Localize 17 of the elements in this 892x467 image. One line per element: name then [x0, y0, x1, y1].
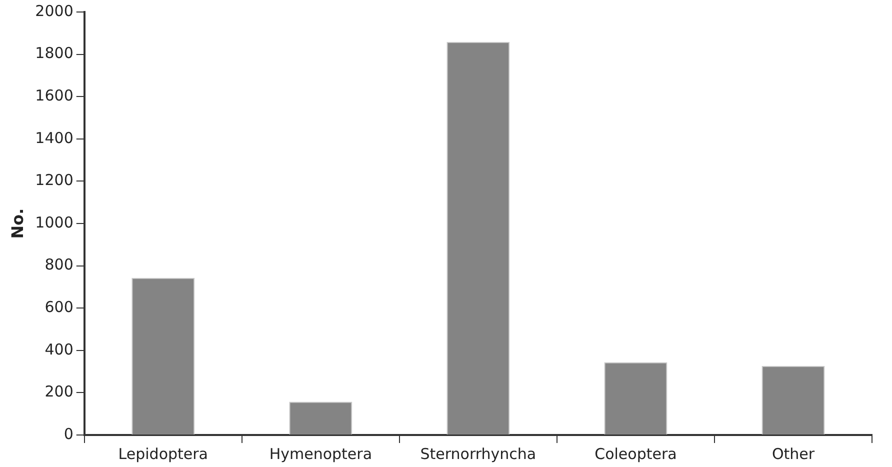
x-tick-label: Sternorrhyncha: [420, 444, 536, 463]
y-tick-label: 200: [44, 382, 74, 401]
y-tick-label: 1000: [35, 213, 74, 232]
x-tick-label: Coleoptera: [594, 444, 677, 463]
y-tick-label: 1400: [35, 128, 74, 147]
y-tick-label: 1800: [35, 44, 74, 62]
y-tick-label: 800: [44, 256, 74, 274]
x-tick-label: Other: [772, 444, 816, 463]
x-tick-label: Hymenoptera: [269, 444, 372, 463]
y-tick-label: 1600: [35, 86, 74, 104]
y-tick-label: 0: [64, 424, 74, 443]
x-tick-label: Lepidoptera: [118, 444, 208, 463]
y-tick-label: 1200: [35, 171, 74, 190]
y-tick-label: 400: [44, 340, 74, 358]
y-axis-title: No.: [8, 208, 27, 239]
y-tick-label: 600: [44, 298, 74, 316]
y-tick-label: 2000: [35, 2, 74, 20]
